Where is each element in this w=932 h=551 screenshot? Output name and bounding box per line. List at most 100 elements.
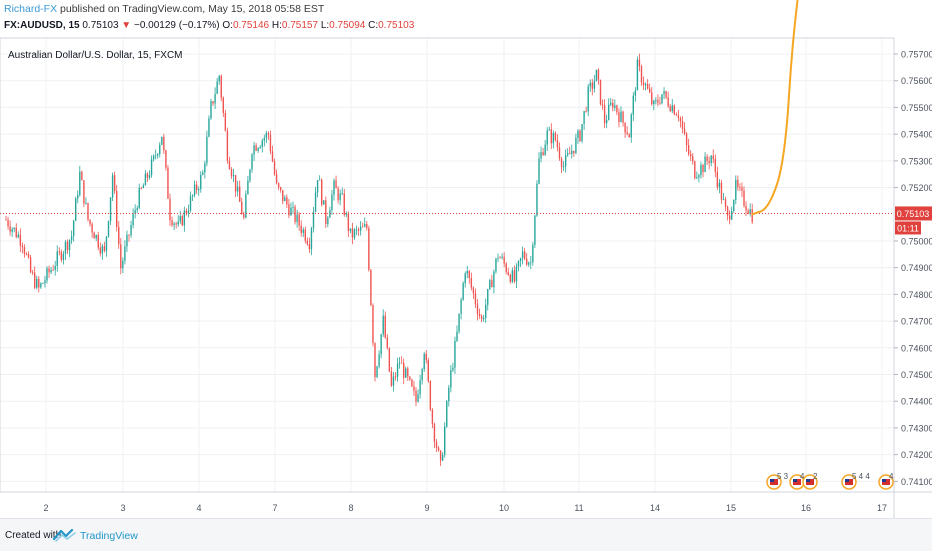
author-link[interactable]: Richard-FX — [4, 3, 58, 15]
candle-body — [398, 362, 401, 364]
candle-body — [136, 208, 138, 211]
candle-body — [62, 253, 65, 260]
candle-body — [372, 305, 374, 344]
candle-body — [27, 254, 30, 258]
candle-body — [569, 153, 571, 155]
candles — [5, 53, 753, 466]
x-tick-label: 2 — [43, 503, 48, 513]
candle-body — [267, 133, 270, 135]
candle-body — [316, 180, 319, 193]
candle-body — [751, 209, 753, 222]
candle-body — [91, 224, 93, 233]
candle-body — [435, 441, 438, 448]
candle-body — [425, 353, 427, 361]
candle-body — [714, 159, 716, 172]
candle-body — [491, 280, 493, 288]
y-tick-label: 0.75200 — [901, 183, 932, 193]
candle-body — [337, 188, 339, 201]
candle-body — [370, 269, 372, 306]
candle-body — [21, 245, 24, 248]
chart-title: Australian Dollar/U.S. Dollar, 15, FXCM — [8, 50, 183, 61]
candle-body — [19, 234, 22, 246]
candle-body — [284, 197, 286, 202]
y-tick-label: 0.75400 — [901, 130, 932, 140]
candle-body — [700, 164, 702, 176]
candle-body — [302, 229, 304, 233]
candle-body — [85, 202, 87, 204]
candle-body — [616, 105, 618, 113]
candle-body — [564, 155, 567, 167]
candle-body — [706, 156, 708, 162]
candle-body — [7, 219, 9, 227]
candle-body — [601, 104, 604, 106]
candle-body — [42, 283, 44, 284]
last-price-badge — [895, 206, 932, 221]
high-label: H: — [271, 20, 282, 31]
candle-body — [731, 211, 733, 220]
candle-body — [113, 175, 116, 192]
candle-body — [249, 169, 251, 181]
candle-body — [29, 257, 32, 273]
candle-body — [243, 214, 245, 218]
candle-body — [181, 216, 183, 226]
candle-body — [343, 193, 345, 215]
candle-body — [130, 225, 132, 236]
candle-body — [558, 147, 561, 159]
candle-body — [497, 257, 499, 259]
candle-body — [587, 86, 589, 112]
candle-body — [546, 130, 548, 145]
y-tick-label: 0.74500 — [901, 370, 932, 380]
y-tick-label: 0.74600 — [901, 343, 932, 353]
candle-body — [626, 132, 628, 135]
candle-body — [612, 102, 614, 108]
candle-body — [222, 97, 224, 113]
candle-body — [392, 376, 395, 386]
candle-body — [733, 200, 735, 212]
candle-body — [538, 158, 540, 184]
candle-body — [669, 106, 671, 112]
tradingview-logo-icon — [53, 528, 76, 542]
candle-body — [651, 92, 653, 104]
candle-body — [300, 225, 302, 233]
candle-body — [157, 154, 159, 156]
candle-body — [636, 59, 639, 91]
candle-body — [526, 258, 528, 265]
candle-body — [595, 69, 598, 82]
candle-body — [495, 258, 497, 272]
candle-body — [460, 299, 462, 314]
candle-body — [159, 144, 161, 155]
candle-body — [380, 334, 382, 355]
candle-body — [519, 258, 522, 262]
candle-body — [603, 105, 606, 124]
candle-body — [642, 82, 645, 86]
candle-body — [138, 188, 140, 209]
candle-body — [534, 215, 536, 245]
candle-body — [687, 145, 690, 155]
candle-body — [376, 366, 378, 378]
candle-body — [517, 261, 520, 267]
candle-body — [154, 155, 157, 157]
candle-body — [105, 236, 108, 251]
candle-body — [423, 353, 425, 370]
candle-body — [50, 269, 52, 273]
candle-body — [622, 111, 624, 123]
candle-body — [169, 198, 171, 221]
candle-body — [306, 240, 309, 245]
grid — [0, 38, 894, 492]
candle-body — [351, 228, 354, 238]
footer: Created with TradingView — [0, 518, 932, 551]
x-tick-label: 3 — [120, 503, 125, 513]
x-tick-label: 15 — [726, 503, 736, 513]
candle-body — [234, 175, 237, 192]
candle-body — [458, 313, 460, 332]
candle-body — [292, 206, 294, 208]
price-chart[interactable]: Australian Dollar/U.S. Dollar, 15, FXCM … — [0, 0, 932, 518]
last-price: 0.75103 — [82, 20, 119, 31]
x-tick-label: 4 — [196, 503, 201, 513]
candle-body — [722, 199, 725, 200]
candle-body — [206, 136, 208, 164]
tradingview-brand-link[interactable]: TradingView — [80, 530, 138, 542]
candle-body — [124, 246, 126, 261]
candle-body — [720, 182, 723, 200]
candle-body — [214, 93, 216, 104]
